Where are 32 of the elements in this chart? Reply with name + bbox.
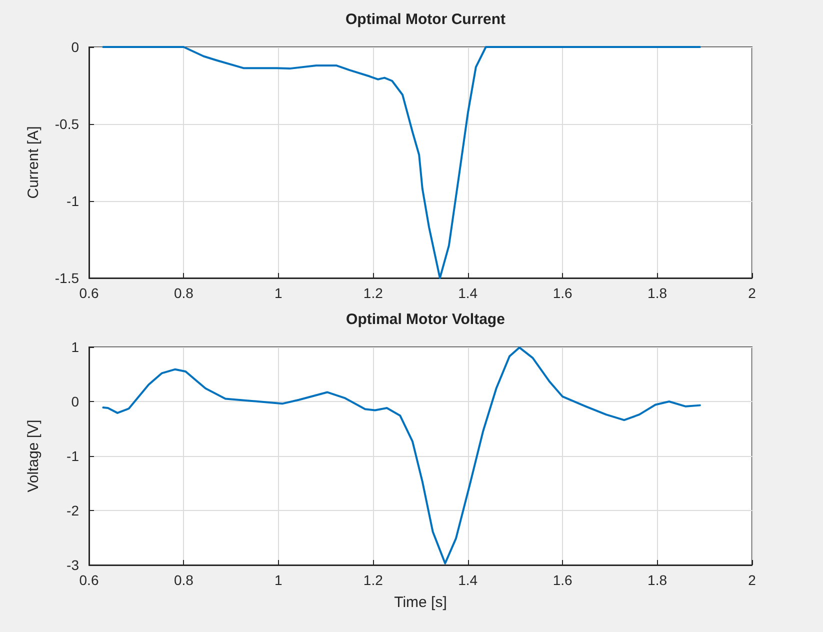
x-tick-label: 1.4 [458,572,478,588]
y-tick-label: -1 [66,448,80,464]
x-tick-label: 0.8 [174,572,194,588]
x-tick-label: 0.6 [79,572,99,588]
x-tick-label: 0.6 [79,285,99,301]
y-axis-title: Voltage [V] [25,420,42,492]
x-axis-title: Time [s] [394,594,447,611]
x-tick-label: 1.2 [363,285,384,301]
y-tick-label: 1 [71,339,80,355]
y-axis-title: Current [A] [25,126,42,199]
x-tick-label: 1.4 [458,285,478,301]
y-tick-label: 0 [71,394,80,410]
y-tick-label: -3 [66,557,80,573]
x-tick-label: 1.8 [648,285,668,301]
x-tick-label: 2 [748,285,756,301]
x-tick-label: 1.8 [648,572,668,588]
x-tick-label: 1.6 [552,285,573,301]
y-tick-label: -0.5 [54,116,80,132]
chart-title: Optimal Motor Current [346,11,506,28]
chart-title: Optimal Motor Voltage [346,311,505,328]
line-series [102,346,701,564]
x-tick-label: 0.8 [174,285,194,301]
y-tick-label: 0 [71,39,80,55]
line-series [102,46,701,279]
x-tick-label: 1.2 [363,572,384,588]
x-tick-label: 1.6 [552,572,573,588]
x-tick-label: 2 [748,572,756,588]
x-tick-label: 1 [274,572,283,588]
y-tick-label: -2 [66,502,80,518]
y-tick-label: -1 [66,193,80,209]
x-tick-label: 1 [274,285,283,301]
y-tick-label: -1.5 [54,270,80,286]
